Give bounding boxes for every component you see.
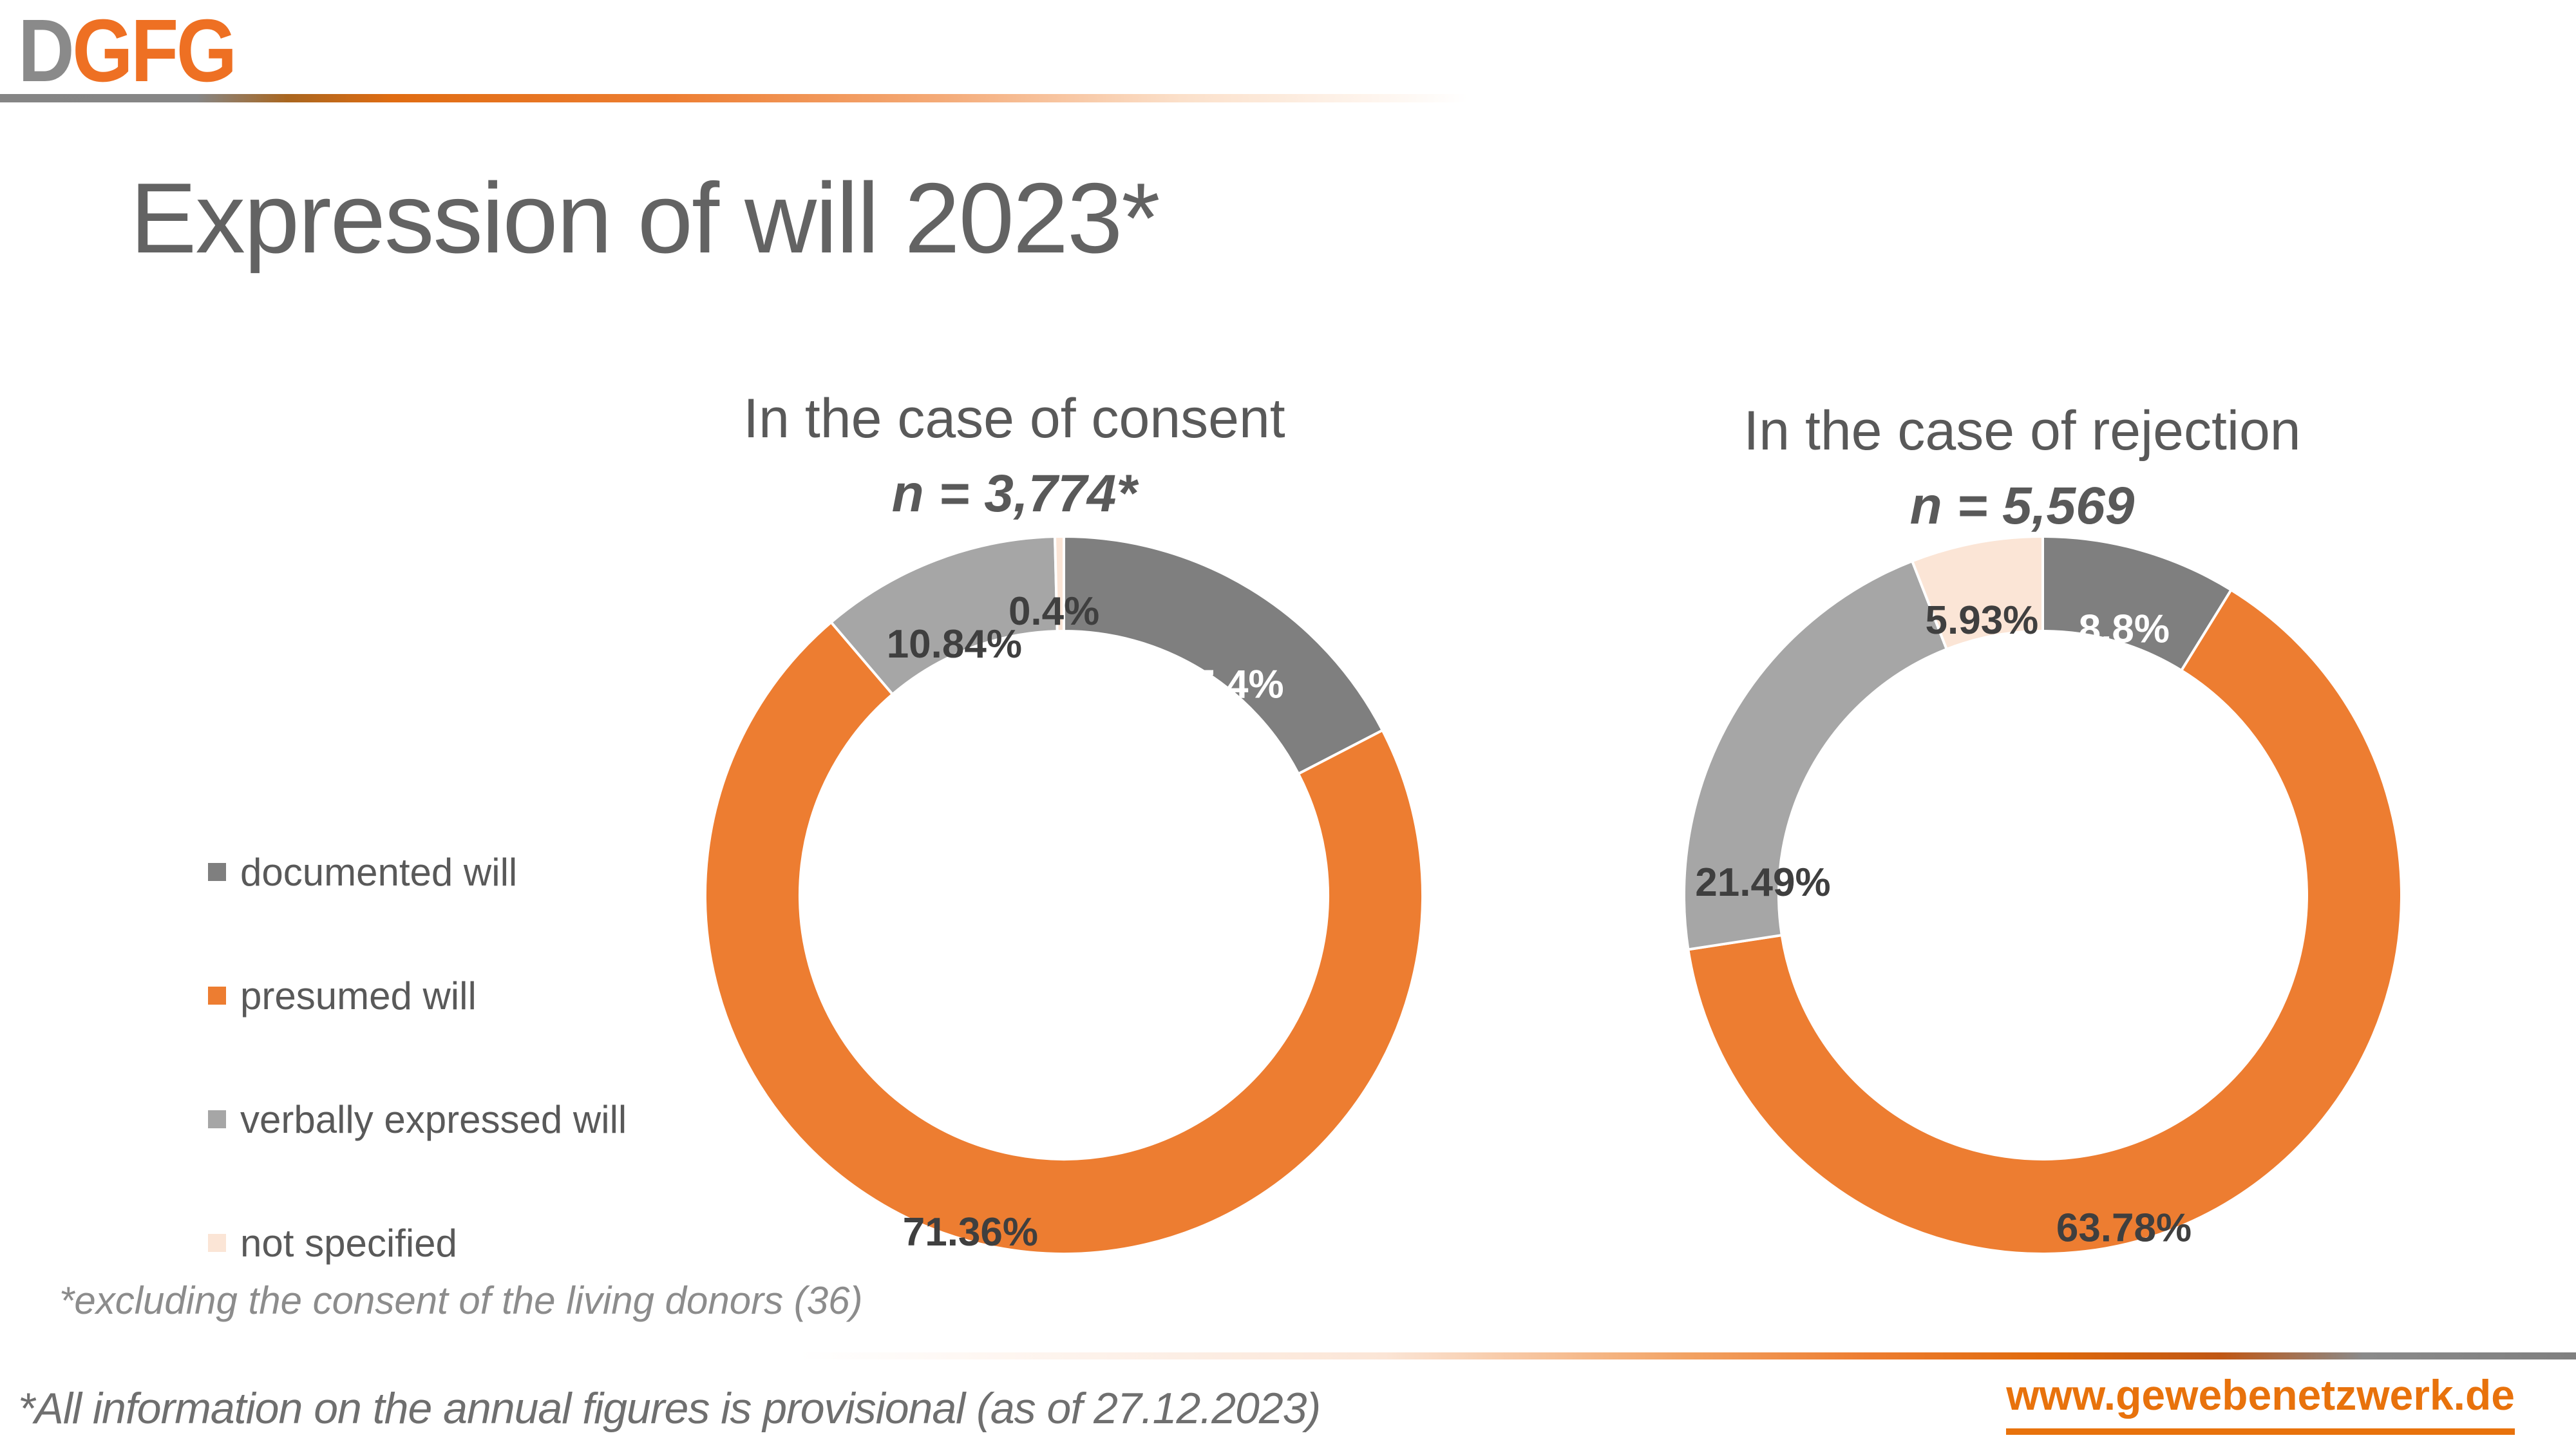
legend-item-not-specified: not specified	[208, 1220, 627, 1266]
consent-donut-chart: 17.4% 71.36% 10.84%0.4%	[704, 535, 1424, 1256]
legend-item-verbally-expressed-will: verbally expressed will	[208, 1096, 627, 1142]
donut-slice-presumed-will	[1687, 588, 2403, 1255]
consent-chart-heading: In the case of consent n = 3,774*	[628, 388, 1401, 524]
donut-slice-documented-will	[1063, 535, 1384, 775]
consent-chart-title: In the case of consent	[743, 388, 1285, 450]
documented-will-swatch-icon	[208, 863, 226, 881]
footer-divider-line	[799, 1352, 2576, 1359]
rejection-chart-heading: In the case of rejection n = 5,569	[1636, 401, 2409, 536]
presumed-will-swatch-icon	[208, 987, 226, 1005]
legend-label: documented will	[240, 850, 518, 894]
donut-data-label: 17.4%	[1171, 662, 1284, 706]
donut-data-label: 8.8%	[2079, 607, 2170, 651]
website-link[interactable]: www.gewebenetzwerk.de	[2006, 1370, 2515, 1435]
footnote-excluding-living-donors: *excluding the consent of the living don…	[59, 1279, 863, 1322]
donut-slice-presumed-will	[704, 621, 1424, 1256]
logo-letters-gfg: GFG	[72, 1, 237, 100]
page-title: Expression of will 2023*	[130, 162, 1160, 274]
rejection-chart-title: In the case of rejection	[1743, 400, 2301, 462]
legend-label: verbally expressed will	[240, 1097, 627, 1141]
legend-label: not specified	[240, 1221, 457, 1265]
legend-label: presumed will	[240, 974, 477, 1018]
logo-letter-d: D	[18, 1, 75, 100]
dgfg-logo: DGFG	[18, 6, 237, 95]
donut-slice-verbally-expressed-will	[1683, 560, 1948, 951]
header-divider-line	[0, 94, 1513, 102]
rejection-donut-chart: 8.8% 63.78% 21.49% 5.93%	[1683, 535, 2403, 1255]
legend-item-presumed-will: presumed will	[208, 972, 627, 1019]
verbally-expressed-will-swatch-icon	[208, 1110, 226, 1128]
legend-item-documented-will: documented will	[208, 849, 627, 895]
legend: documented will presumed will verbally e…	[208, 849, 627, 1266]
donut-data-label: 21.49%	[1695, 860, 1830, 905]
donut-data-label: 0.4%	[1009, 589, 1099, 634]
donut-data-label: 63.78%	[2056, 1206, 2192, 1250]
donut-slice-not-specified	[1054, 535, 1065, 633]
rejection-chart-n: n = 5,569	[1909, 476, 2135, 535]
donut-data-label: 71.36%	[903, 1210, 1038, 1255]
consent-chart-n: n = 3,774*	[891, 464, 1137, 523]
donut-slice-not-specified	[1911, 535, 2044, 651]
donut-data-label: 5.93%	[1926, 598, 2039, 643]
donut-data-label: 10.84%	[887, 622, 1022, 667]
not-specified-swatch-icon	[208, 1234, 226, 1252]
footer-provisional-note: *All information on the annual figures i…	[18, 1384, 1321, 1433]
